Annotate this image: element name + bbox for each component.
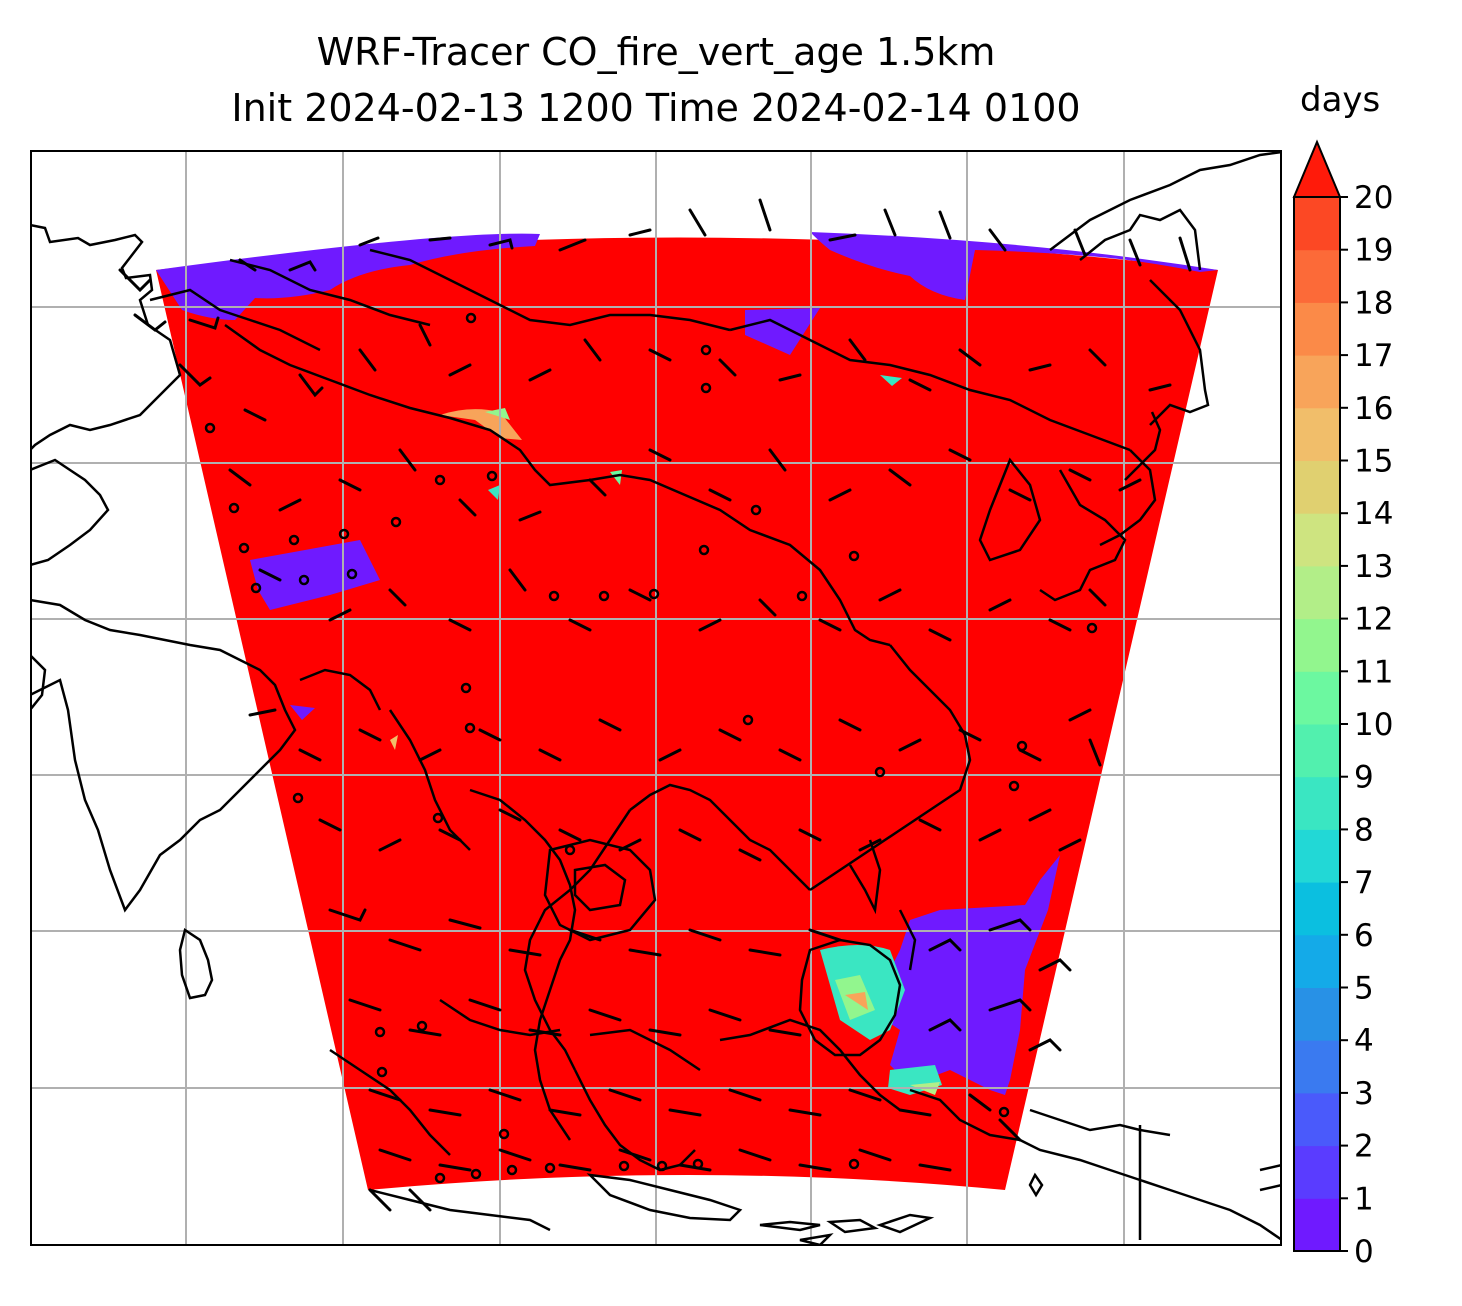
colorbar-tick-label: 4 [1354,1023,1374,1059]
colorbar-tick-label: 11 [1354,654,1393,690]
colorbar-segment [1294,302,1340,356]
colorbar-segment [1294,197,1340,251]
colorbar-segment [1294,460,1340,514]
colorbar-tick-label: 6 [1354,918,1374,954]
colorbar-segment [1294,355,1340,409]
colorbar-extend-arrow [1292,139,1342,198]
colorbar-tick-label: 10 [1354,707,1393,743]
colorbar-tick-label: 7 [1354,865,1374,901]
colorbar-tick-label: 13 [1354,549,1393,585]
calm-wind-circles [204,312,1098,1184]
colorbar-tick-label: 8 [1354,812,1374,848]
map-title-line2: Init 2024-02-13 1200 Time 2024-02-14 010… [231,86,1081,130]
map-title-line1: WRF-Tracer CO_fire_vert_age 1.5km [316,30,996,74]
colorbar-tick-label: 9 [1354,760,1374,796]
colorbar-segment [1294,565,1340,620]
colorbar-tick-label: 14 [1354,496,1393,532]
colorbar-segment [1294,407,1340,461]
colorbar-segment [1294,882,1340,936]
colorbar-segment [1294,724,1340,778]
colorbar-tick-label: 3 [1354,1076,1374,1112]
colorbar-segment [1294,1092,1340,1147]
map-panel [30,150,1282,1246]
colorbar-segment [1294,671,1340,725]
colorbar-segment [1294,1198,1340,1252]
low-age-regions [156,232,1218,1095]
colorbar-tick-label: 19 [1354,233,1393,269]
gridlines [30,150,1282,1246]
colorbar-segment [1294,934,1340,988]
colorbar-tick-label: 18 [1354,285,1393,321]
map-frame [30,150,1282,1246]
colorbar-tick-label: 12 [1354,602,1393,638]
colorbar-tick-label: 15 [1354,444,1393,480]
colorbar-label: days [1300,80,1381,120]
colorbar-segment [1294,513,1340,567]
colorbar-tick-label: 16 [1354,391,1393,427]
colorbar-segment [1294,987,1340,1041]
colorbar-segments [1294,197,1340,1252]
colorbar-tick-label: 5 [1354,971,1374,1007]
colorbar-segment [1294,618,1340,672]
wind-barbs [118,198,1192,1212]
young-plume-patches [390,375,942,1095]
colorbar-segment [1294,249,1340,303]
colorbar-segment [1294,1040,1340,1094]
colorbar-segment [1294,776,1340,830]
colorbar-tick-label: 1 [1354,1181,1374,1217]
colorbar-tick-label: 17 [1354,338,1393,374]
colorbar-tick-label: 0 [1354,1234,1374,1270]
colorbar-tick-label: 2 [1354,1129,1374,1165]
colorbar-tick-label: 20 [1354,180,1393,216]
colorbar-segment [1294,1145,1340,1199]
colorbar-segment [1294,829,1340,883]
